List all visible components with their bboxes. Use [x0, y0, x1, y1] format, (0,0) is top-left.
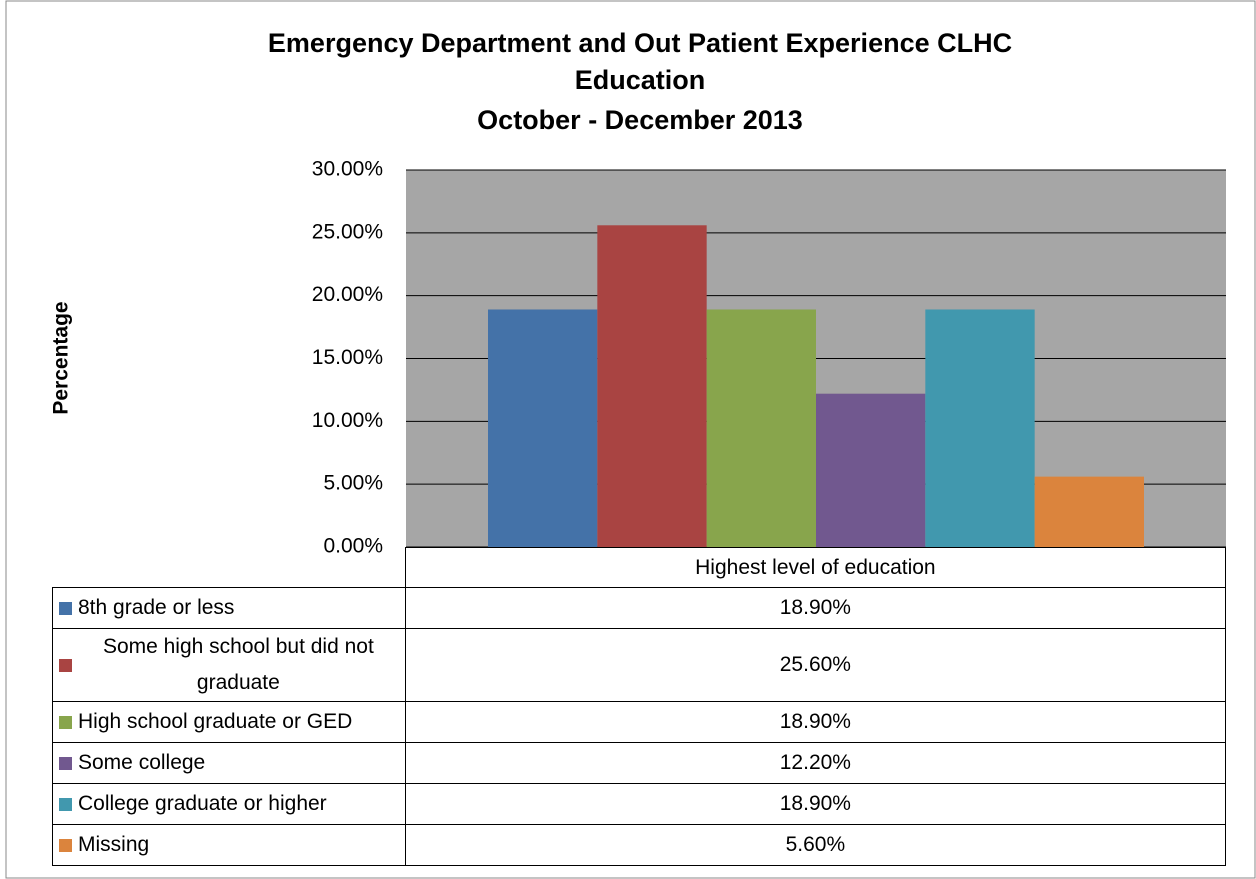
table-row: Some high school but did not graduate 25.…	[52, 628, 1227, 702]
legend-label: High school graduate or GED	[78, 710, 353, 733]
legend-label: 8th grade or less	[78, 596, 235, 619]
bar	[1034, 476, 1144, 547]
legend-cell: Some college	[52, 742, 406, 784]
chart-title: Emergency Department and Out Patient Exp…	[268, 28, 1012, 58]
legend-entry: Some high school but did not graduate	[59, 629, 399, 701]
data-table: Highest level of education 8th grade or l…	[52, 547, 1227, 866]
table-row: 8th grade or less 18.90%	[52, 587, 1227, 629]
y-tick-label: 25.00%	[312, 220, 383, 243]
blank-cell	[52, 547, 406, 588]
value-label: 12.20%	[404, 742, 1227, 784]
bar	[816, 393, 926, 547]
legend-label: College graduate or higher	[78, 792, 327, 815]
category-label: Highest level of education	[404, 547, 1227, 588]
bar	[706, 309, 816, 547]
legend-swatch	[59, 601, 72, 615]
table-row: Some college 12.20%	[52, 742, 1227, 784]
bar	[597, 225, 707, 547]
y-tick-label: 30.00%	[312, 158, 383, 181]
bar	[925, 309, 1035, 547]
bar	[488, 309, 598, 547]
value-label: 18.90%	[404, 587, 1227, 629]
legend-entry: 8th grade or less	[59, 590, 399, 626]
legend-entry: College graduate or higher	[59, 786, 399, 822]
table-row: College graduate or higher 18.90%	[52, 783, 1227, 825]
table-header-row: Highest level of education	[52, 547, 1227, 588]
legend-swatch	[59, 715, 72, 729]
value-label: 18.90%	[404, 783, 1227, 825]
frame-border	[5, 0, 1256, 879]
legend-cell: High school graduate or GED	[52, 701, 406, 743]
y-tick-label: 15.00%	[312, 346, 383, 369]
legend-cell: Missing	[52, 824, 406, 866]
value-label: 18.90%	[404, 701, 1227, 743]
legend-swatch	[59, 838, 72, 852]
legend-swatch	[59, 658, 72, 672]
value-label: 5.60%	[404, 824, 1227, 866]
legend-cell: College graduate or higher	[52, 783, 406, 825]
legend-cell: 8th grade or less	[52, 587, 406, 629]
legend-label: Missing	[78, 833, 150, 856]
legend-cell: Some high school but did not graduate	[52, 628, 406, 702]
legend-entry: Some college	[59, 745, 399, 781]
y-tick-label: 10.00%	[312, 409, 383, 432]
table-row: Missing 5.60%	[52, 824, 1227, 866]
chart-subtitle: October - December 2013	[477, 105, 803, 135]
chart-subtitle: Education	[575, 65, 706, 95]
y-tick-label: 20.00%	[312, 283, 383, 306]
y-axis-label: Percentage	[50, 301, 73, 414]
legend-swatch	[59, 797, 72, 811]
y-tick-label: 5.00%	[323, 472, 383, 495]
legend-label: Some college	[78, 751, 206, 774]
legend-swatch	[59, 756, 72, 770]
legend-entry: Missing	[59, 827, 399, 863]
value-label: 25.60%	[404, 628, 1227, 702]
table-row: High school graduate or GED 18.90%	[52, 701, 1227, 743]
legend-entry: High school graduate or GED	[59, 704, 399, 740]
legend-label: Some high school but did not graduate	[102, 635, 374, 694]
